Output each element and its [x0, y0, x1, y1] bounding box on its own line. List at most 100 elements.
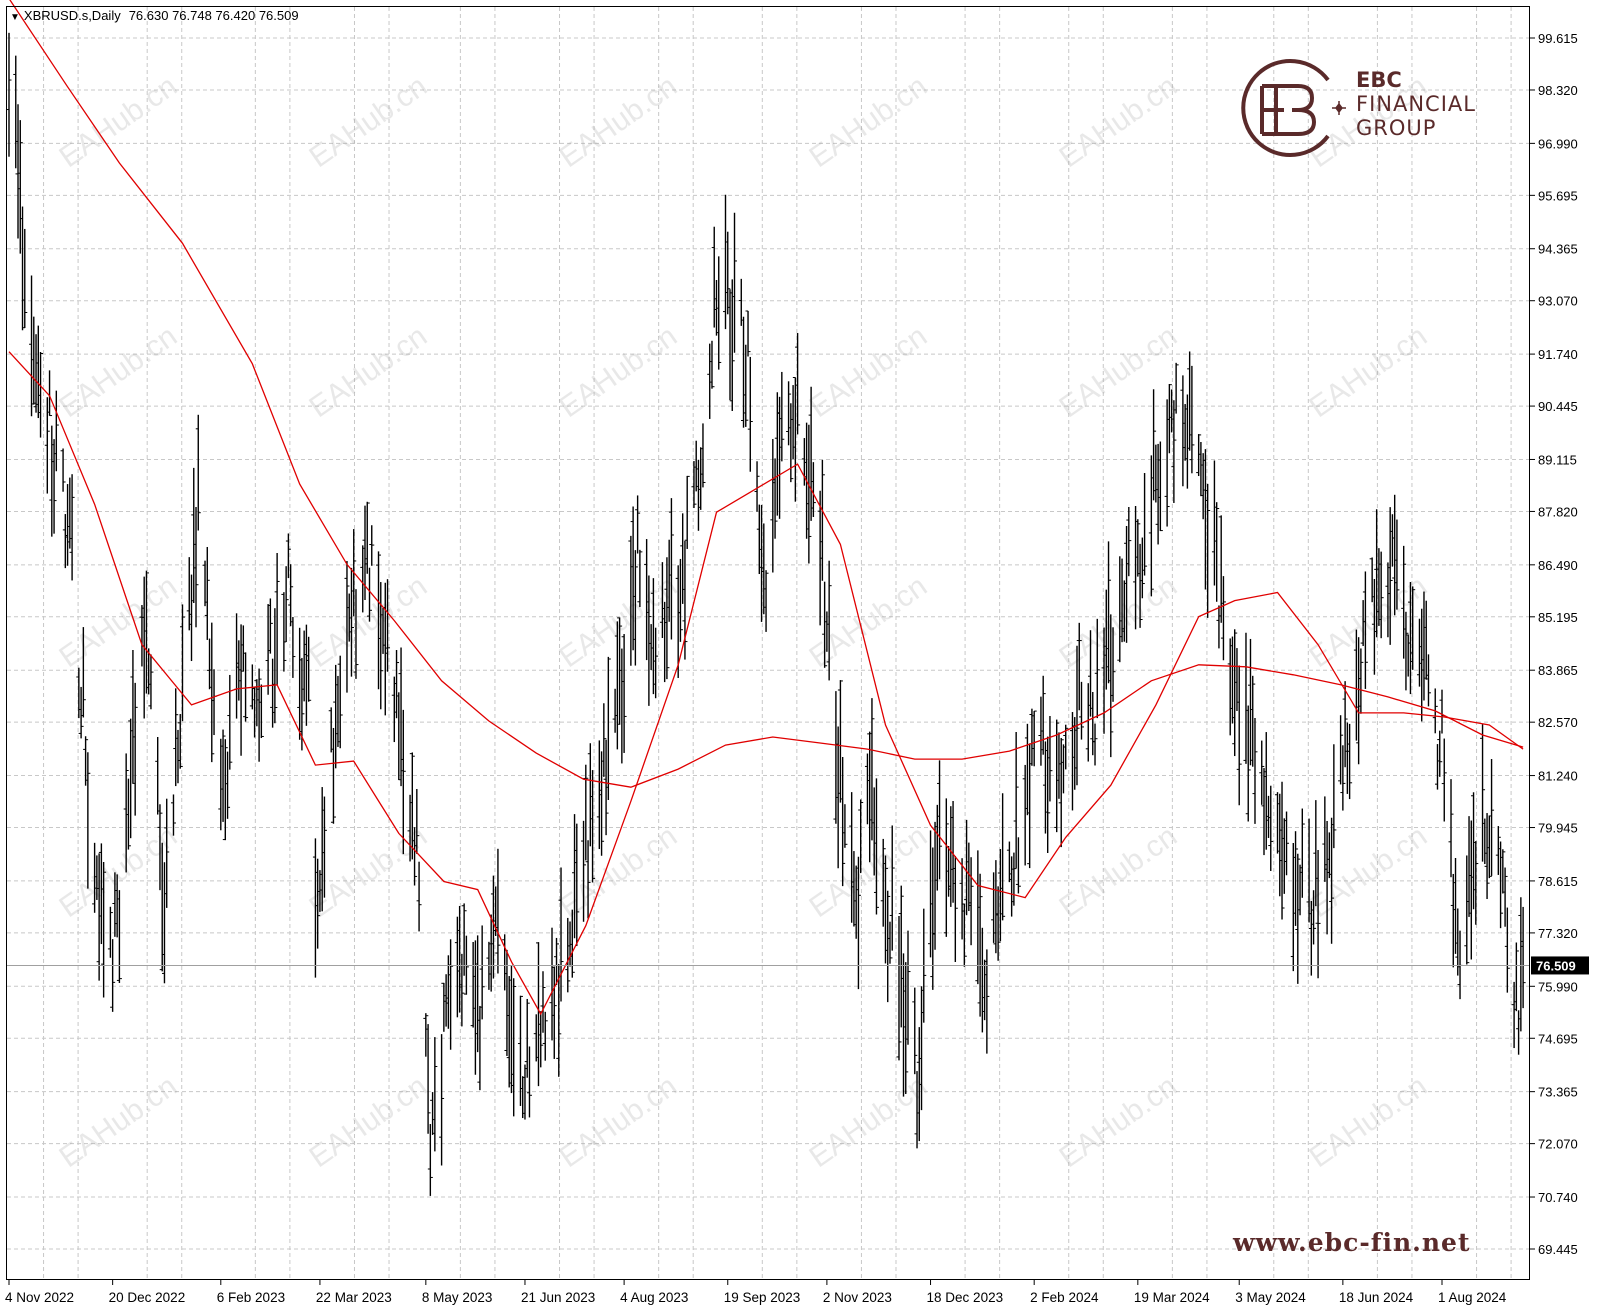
y-tick-label: 81.240 — [1538, 769, 1578, 784]
ohlc-bar — [903, 962, 909, 1094]
ohlc-bar — [1058, 737, 1064, 848]
brand-line-3: GROUP — [1356, 116, 1437, 140]
y-tick-label: 94.365 — [1538, 242, 1578, 257]
ohlc-bar — [873, 778, 879, 915]
y-tick-label: 87.820 — [1538, 504, 1578, 519]
x-tick-label: 18 Dec 2023 — [927, 1290, 1004, 1305]
ohlc-bar — [1151, 389, 1157, 501]
y-tick-label: 85.195 — [1538, 610, 1578, 625]
ohlc-bar — [461, 903, 467, 976]
moving-average-line-1 — [9, 0, 1524, 788]
ohlc-bar — [243, 652, 249, 722]
ohlc-bar — [898, 885, 904, 1028]
ohlc-bar — [558, 867, 564, 1002]
ohlc-bar — [1329, 817, 1335, 944]
ohlc-bar — [369, 525, 375, 566]
ohlc-bar — [1157, 441, 1163, 532]
ohlc-bar — [1401, 545, 1407, 659]
ohlc-bar — [1362, 571, 1368, 689]
brand-line-1: EBC — [1356, 68, 1402, 92]
y-tick-label: 89.115 — [1538, 452, 1577, 467]
y-tick-label: 91.740 — [1538, 347, 1578, 362]
ohlc-bar — [1448, 779, 1454, 878]
ohlc-bar — [601, 703, 607, 777]
ohlc-bar — [1299, 808, 1305, 898]
ohlc-bar — [290, 617, 296, 678]
ohlc-bar — [842, 804, 848, 848]
ohlc-bar — [1011, 852, 1017, 906]
x-tick-label: 22 Mar 2023 — [316, 1290, 392, 1305]
ohlc-bar — [1047, 716, 1053, 802]
ohlc-bar — [664, 557, 670, 680]
ohlc-bar — [177, 714, 183, 769]
ohlc-bar — [837, 680, 843, 803]
ohlc-bar — [1473, 841, 1479, 925]
ohlc-bar — [869, 698, 875, 841]
website-url: www.ebc-fin.net — [1233, 1228, 1471, 1257]
y-tick-label: 93.070 — [1538, 294, 1578, 309]
current-price-label: 76.509 — [1531, 956, 1589, 975]
ohlc-bar — [882, 855, 888, 964]
brand-name: EBC FINANCIAL GROUP — [1356, 68, 1476, 140]
ohlc-bar — [1311, 890, 1317, 945]
ohlc-bar — [125, 778, 131, 850]
x-tick-label: 2 Nov 2023 — [823, 1290, 892, 1305]
ohlc-bar — [887, 921, 893, 964]
ohlc-bar — [432, 1037, 438, 1152]
ohlc-bar — [1259, 740, 1265, 805]
ohlc-bar — [367, 567, 373, 622]
ohlc-bar — [1498, 841, 1504, 929]
ohlc-bar — [385, 579, 391, 672]
ohlc-bar — [583, 764, 589, 861]
ohlc-bar — [195, 414, 201, 531]
ohlc-bar — [281, 592, 287, 672]
ohlc-bar — [1347, 723, 1353, 800]
ohlc-bar — [826, 560, 832, 681]
y-tick-label: 70.740 — [1538, 1190, 1578, 1205]
x-tick-label: 4 Nov 2022 — [5, 1290, 74, 1305]
x-tick-label: 3 May 2024 — [1235, 1290, 1306, 1305]
ohlc-bar — [1520, 906, 1526, 1009]
ohlc-bar — [1495, 826, 1501, 875]
ohlc-bar — [511, 978, 517, 1117]
ohlc-bar — [1196, 434, 1202, 477]
ohlc-bar — [1387, 507, 1393, 645]
ohlc-bar — [148, 654, 154, 710]
x-tick-label: 18 Jun 2024 — [1339, 1290, 1414, 1305]
ohlc-bar — [425, 1024, 431, 1134]
ohlc-bar — [632, 550, 638, 666]
ohlc-bar — [1214, 502, 1220, 602]
plot-frame — [6, 6, 1530, 1280]
ohlc-bar — [60, 448, 66, 492]
ohlc-bar — [968, 857, 974, 946]
ohlc-bar — [285, 533, 291, 579]
ohlc-bar — [17, 120, 23, 254]
ohlc-bar — [677, 558, 683, 642]
ohlc-bar — [1245, 705, 1251, 822]
ohlc-bar — [1504, 907, 1510, 993]
ohlc-bar — [1135, 519, 1141, 577]
ohlc-bar — [565, 917, 571, 993]
x-tick-label: 21 Jun 2023 — [521, 1290, 595, 1305]
ohlc-bar — [299, 657, 305, 751]
y-tick-label: 73.365 — [1538, 1085, 1578, 1100]
ohlc-bar — [1250, 675, 1256, 767]
ebc-emblem-icon — [1241, 59, 1346, 157]
ohlc-bar — [743, 344, 749, 427]
ohlc-bar — [653, 627, 659, 699]
y-tick-label: 83.865 — [1538, 663, 1578, 678]
ohlc-bar — [123, 753, 129, 873]
symbol-dropdown-icon[interactable]: ▼ — [10, 12, 20, 23]
ohlc-bar — [459, 953, 465, 1027]
ohlc-bar — [337, 655, 343, 749]
ohlc-bar — [1063, 724, 1069, 770]
y-tick-label: 69.445 — [1538, 1242, 1578, 1257]
x-tick-label: 19 Sep 2023 — [724, 1290, 801, 1305]
ohlc-bar — [1486, 815, 1492, 879]
grid-lines — [7, 7, 1530, 1280]
ohlc-bar — [1173, 362, 1179, 414]
x-tick-label: 1 Aug 2024 — [1438, 1290, 1507, 1305]
symbol-label: XBRUSD.s,Daily — [23, 8, 121, 23]
